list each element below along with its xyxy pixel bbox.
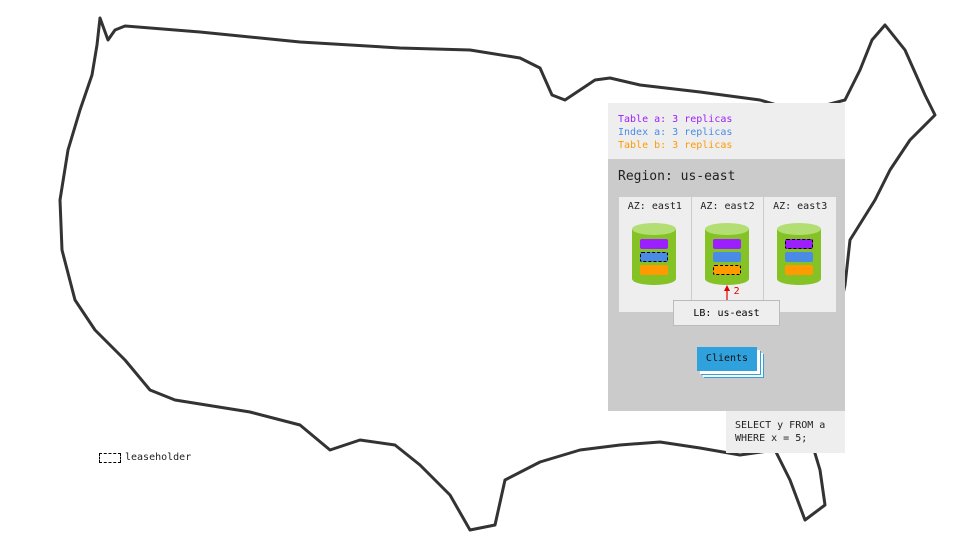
clients-stack: Clients <box>697 347 757 371</box>
replica-index-a <box>785 252 814 262</box>
replica-table-b <box>785 265 814 275</box>
load-balancer: LB: us-east <box>673 300 780 326</box>
az-label: AZ: east2 <box>700 201 755 212</box>
az-east3: AZ: east3 <box>764 197 836 312</box>
database-node-icon <box>704 223 749 285</box>
sql-query: SELECT y FROM a WHERE x = 5; <box>726 411 845 453</box>
replica-legend-table-b: Table b: 3 replicas <box>618 140 733 151</box>
replica-table-a <box>640 239 668 249</box>
az-label: AZ: east1 <box>627 201 682 212</box>
availability-zones: AZ: east1 AZ: east2 2 AZ: east <box>619 197 836 312</box>
replica-index-a <box>712 252 741 262</box>
replica-index-a-leaseholder <box>640 252 668 262</box>
region-title: Region: us-east <box>618 169 736 184</box>
replica-legend-table-a: Table a: 3 replicas <box>618 114 733 125</box>
az-east1: AZ: east1 <box>619 197 692 312</box>
replica-table-a <box>712 239 741 249</box>
az-east2: AZ: east2 2 <box>692 197 765 312</box>
replica-table-b-leaseholder <box>712 265 741 275</box>
arrow-label: 2 <box>733 286 740 297</box>
legend-label: leaseholder <box>125 452 192 463</box>
replica-legend-index-a: Index a: 3 replicas <box>618 127 733 138</box>
leaseholder-legend: leaseholder <box>99 452 191 463</box>
replica-table-a-leaseholder <box>785 239 814 249</box>
dashed-box-icon <box>99 452 121 463</box>
database-node-icon <box>777 223 822 285</box>
replica-legend: Table a: 3 replicas Index a: 3 replicas … <box>608 103 845 159</box>
query-line-1: SELECT y FROM a <box>735 420 826 431</box>
database-node-icon <box>632 223 676 285</box>
az-label: AZ: east3 <box>773 201 828 212</box>
replica-table-b <box>640 265 668 275</box>
region-us-east: Region: us-east AZ: east1 AZ: east2 <box>608 159 845 411</box>
query-line-2: WHERE x = 5; <box>735 433 808 444</box>
